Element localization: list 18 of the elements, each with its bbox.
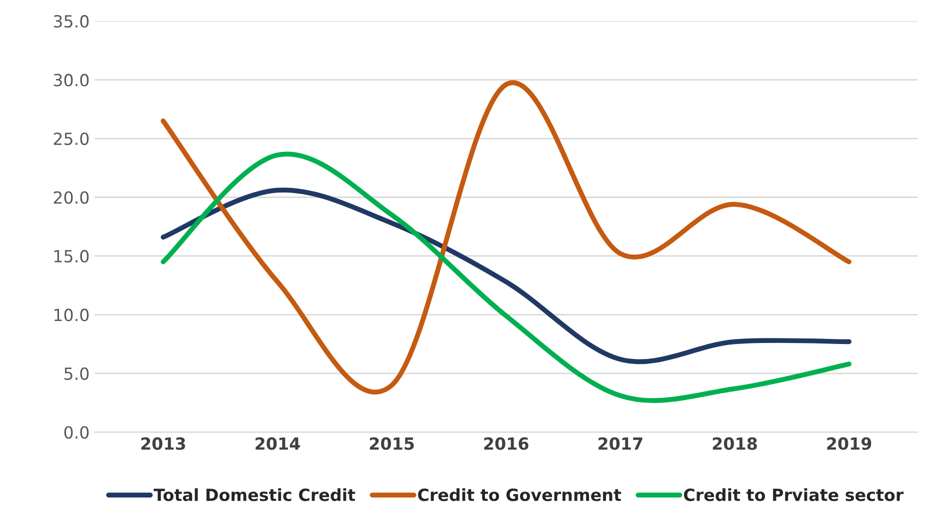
legend-label: Total Domestic Credit xyxy=(154,488,356,502)
x-tick-label: 2018 xyxy=(712,437,757,450)
y-tick-label: 25.0 xyxy=(54,132,89,146)
y-tick-label: 35.0 xyxy=(54,15,89,28)
y-tick-label: 20.0 xyxy=(54,191,89,204)
x-tick-label: 2013 xyxy=(141,437,186,450)
y-tick-label: 5.0 xyxy=(64,367,89,380)
y-tick-label: 10.0 xyxy=(54,308,89,322)
y-tick-label: 30.0 xyxy=(54,74,89,86)
legend-label: Credit to Government xyxy=(418,488,622,502)
legend-label: Credit to Prviate sector xyxy=(684,488,904,502)
x-tick-label: 2014 xyxy=(256,437,300,450)
y-tick-label: 0.0 xyxy=(64,426,89,439)
x-tick-label: 2016 xyxy=(484,437,528,450)
x-tick-label: 2017 xyxy=(598,437,642,450)
x-tick-label: 2019 xyxy=(827,437,872,450)
y-tick-label: 15.0 xyxy=(54,250,89,263)
x-tick-label: 2015 xyxy=(370,437,414,450)
